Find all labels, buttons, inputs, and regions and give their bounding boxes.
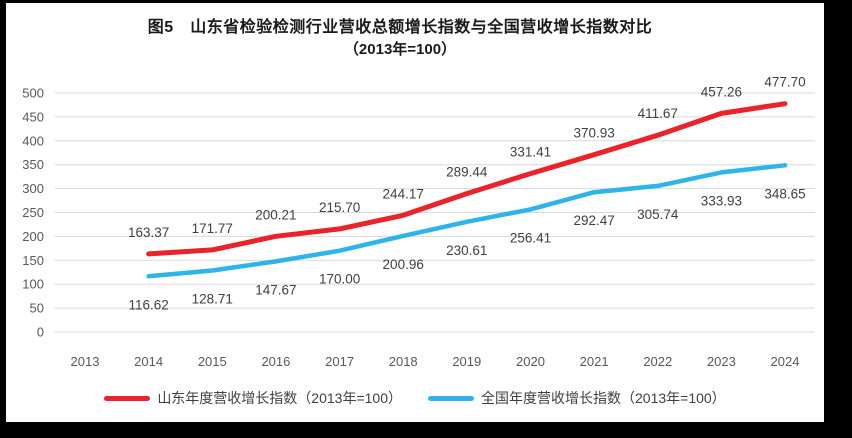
x-tick-label: 2018 [389,354,418,369]
line-chart-plot: 0 50 100 150 200 250 300 350 400 450 500 2013 2014 20… [22,75,815,369]
data-label: 230.61 [446,243,487,258]
data-label: 116.62 [128,297,168,312]
data-label: 147.67 [255,282,296,297]
data-label: 163.37 [128,225,169,240]
y-tick-label: 250 [22,205,44,220]
x-tick-label: 2019 [452,354,481,369]
data-label: 331.41 [510,145,551,160]
data-label: 348.65 [764,186,805,201]
legend-item-shandong: 山东年度营收增长指数（2013年=100） [104,388,402,408]
data-label: 244.17 [383,186,424,201]
x-tick-label: 2014 [134,354,163,369]
y-tick-label: 450 [22,109,44,124]
legend-label-shandong: 山东年度营收增长指数（2013年=100） [157,390,402,406]
x-tick-label: 2013 [71,354,100,369]
y-tick-label: 150 [22,253,44,268]
chart-canvas: 图5 山东省检验检测行业营收总额增长指数与全国营收增长指数对比 （2013年=1… [6,3,824,422]
data-label: 128.71 [192,292,233,307]
x-tick-label: 2015 [198,354,227,369]
data-label: 370.93 [573,126,614,141]
data-label: 305.74 [637,207,679,222]
series-line-national [146,163,788,279]
data-label: 170.00 [319,272,360,287]
data-label: 411.67 [638,106,678,121]
x-tick-label: 2024 [771,354,800,369]
legend-label-national: 全国年度营收增长指数（2013年=100） [481,390,726,406]
x-tick-label: 2020 [516,354,545,369]
data-label: 289.44 [446,165,488,180]
legend-swatch-shandong [104,395,151,401]
x-tick-label: 2023 [707,354,736,369]
legend-item-national: 全国年度营收增长指数（2013年=100） [428,388,726,408]
data-label: 200.96 [383,257,424,272]
y-tick-label: 300 [22,181,44,196]
chart-title-line1: 图5 山东省检验检测行业营收总额增长指数与全国营收增长指数对比 [147,19,653,36]
data-label: 200.21 [255,207,296,222]
data-label: 171.77 [192,221,233,236]
y-tick-label: 400 [22,133,44,148]
x-tick-label: 2016 [261,354,290,369]
x-tick-label: 2017 [325,354,354,369]
data-label: 333.93 [701,193,742,208]
y-tick-label: 500 [22,86,44,101]
y-tick-label: 100 [22,277,44,292]
x-tick-label: 2021 [580,354,609,369]
data-label: 256.41 [510,230,551,245]
chart-legend: 山东年度营收增长指数（2013年=100） 全国年度营收增长指数（2013年=1… [6,388,824,408]
y-tick-label: 50 [30,301,44,316]
y-tick-label: 200 [22,229,44,244]
legend-swatch-national [428,395,474,401]
data-label: 477.70 [764,75,805,90]
y-tick-label: 0 [37,325,44,340]
data-label: 457.26 [701,84,742,99]
x-tick-label: 2022 [643,354,672,369]
chart-title: 图5 山东省检验检测行业营收总额增长指数与全国营收增长指数对比 （2013年=1… [6,16,824,61]
data-label: 292.47 [573,213,614,228]
y-tick-label: 350 [22,157,44,172]
series-line-shandong [146,101,788,257]
chart-title-line2: （2013年=100） [343,41,457,59]
data-label: 215.70 [319,200,360,215]
